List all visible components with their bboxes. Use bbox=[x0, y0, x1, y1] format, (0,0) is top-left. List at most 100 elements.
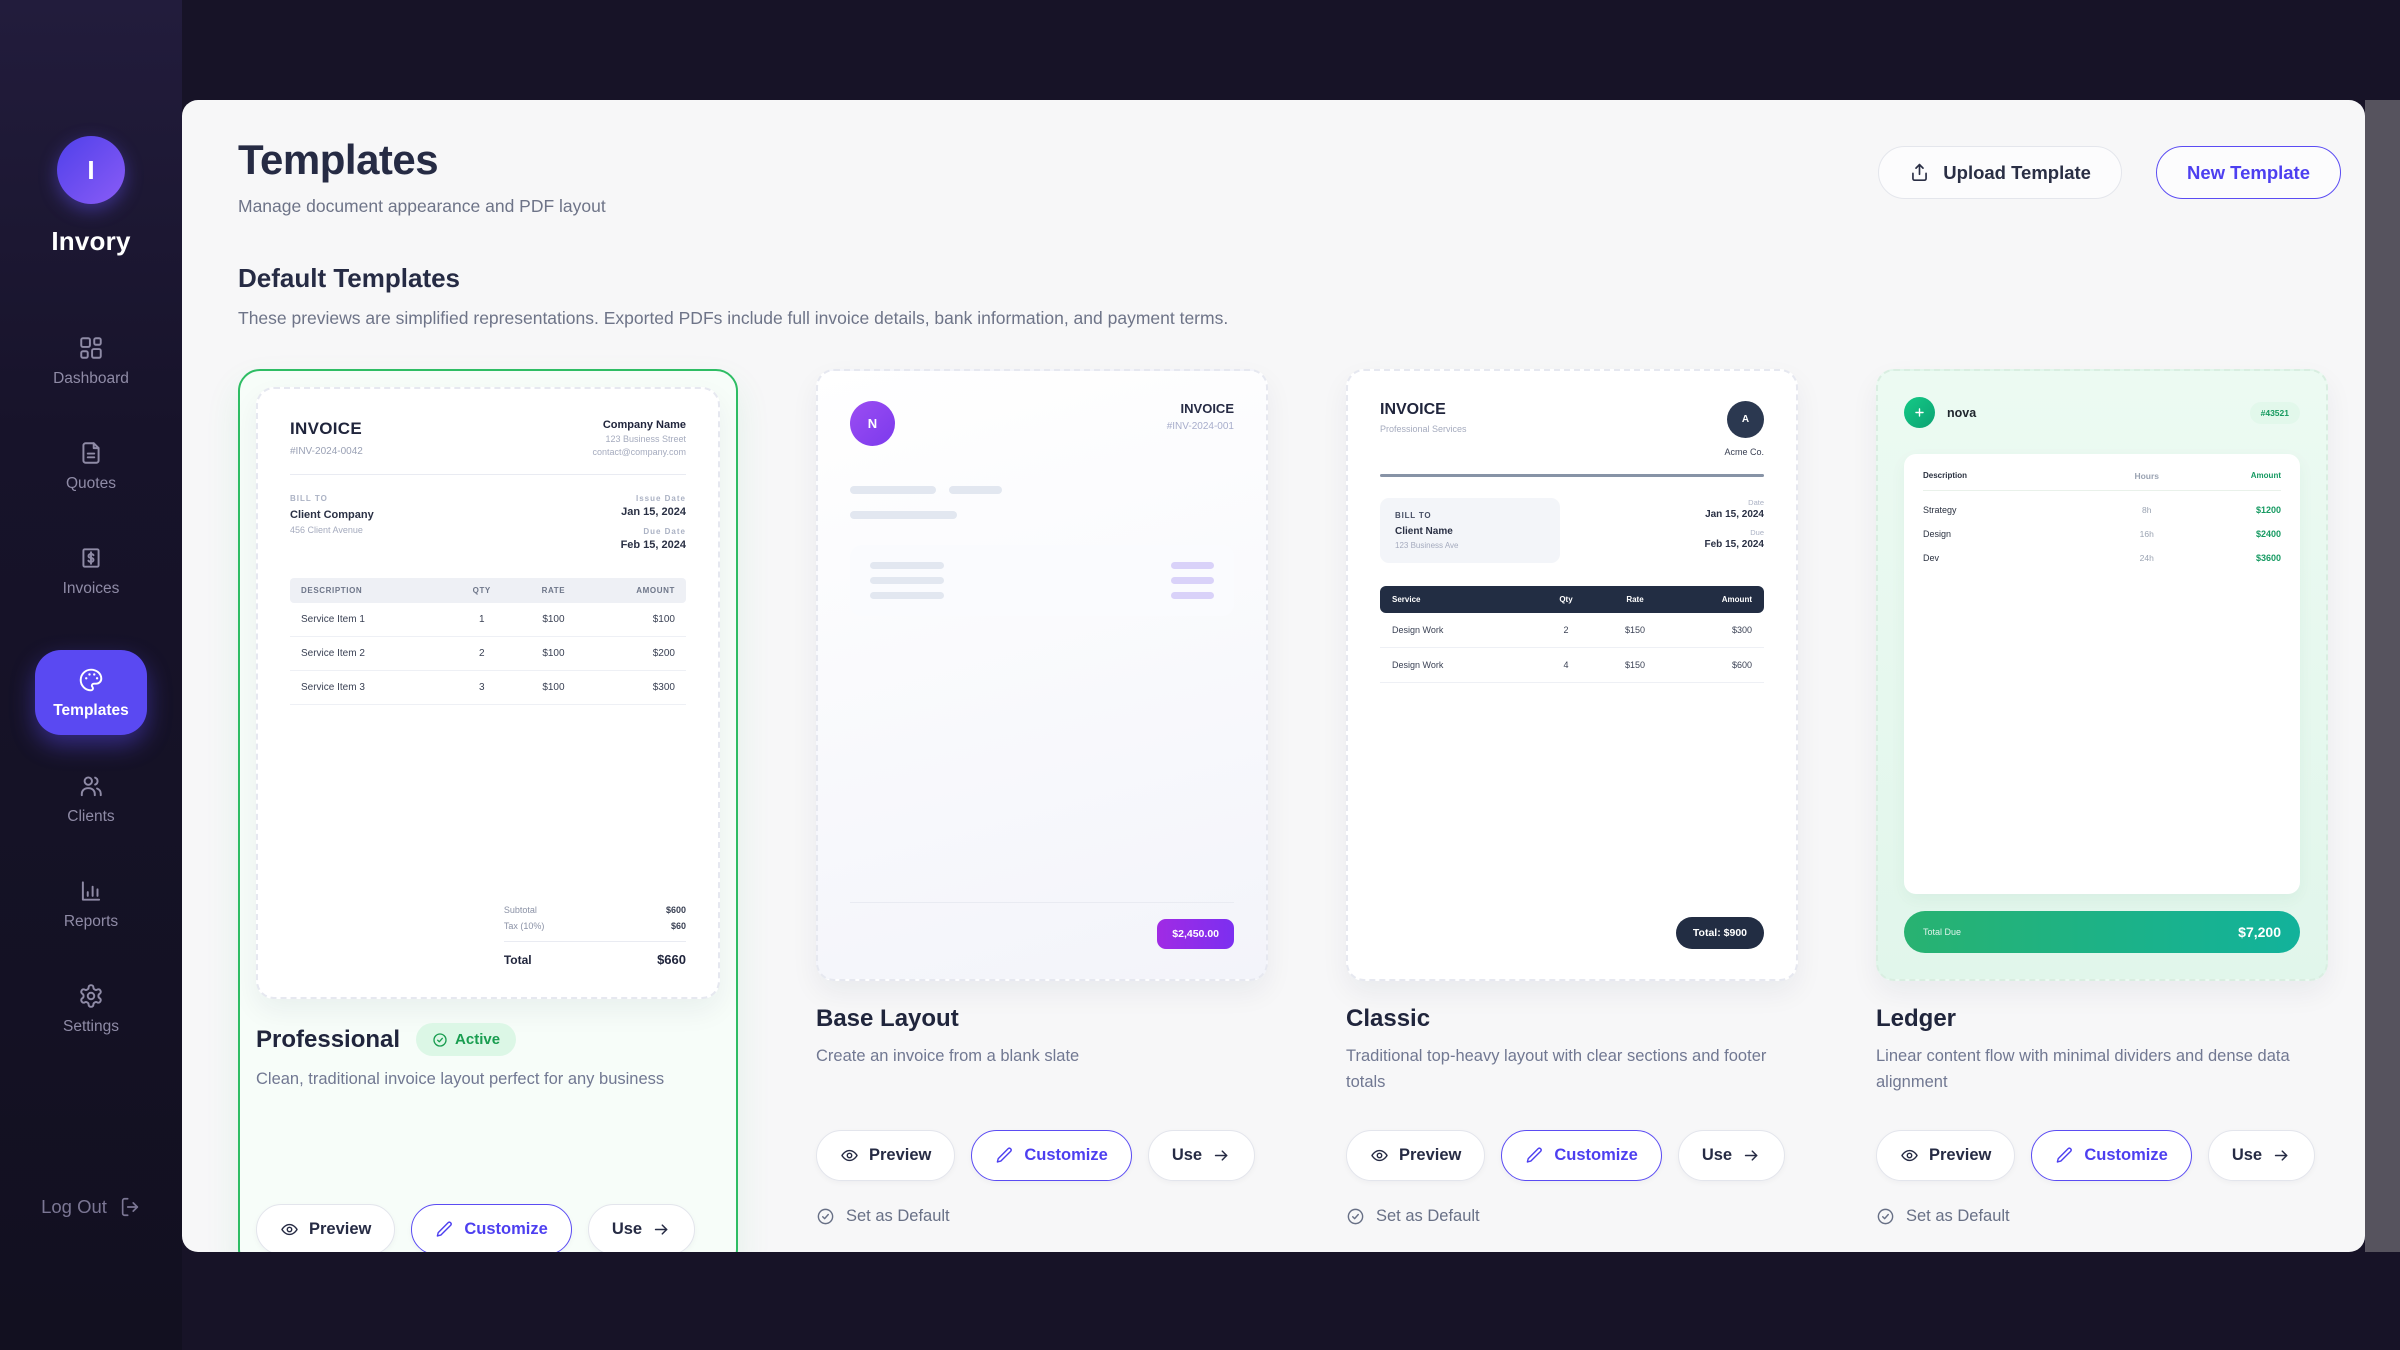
set-default-button[interactable]: Set as Default bbox=[816, 1207, 950, 1226]
sidebar-item-clients[interactable]: Clients bbox=[67, 773, 115, 826]
receipt-icon bbox=[78, 545, 104, 571]
company-email: contact@company.com bbox=[592, 447, 686, 457]
template-preview-professional[interactable]: INVOICE #INV-2024-0042 Company Name 123 … bbox=[256, 387, 720, 999]
scrollbar-track[interactable] bbox=[2365, 100, 2400, 1252]
use-button[interactable]: Use bbox=[1147, 1130, 1256, 1181]
use-button[interactable]: Use bbox=[2207, 1130, 2316, 1181]
total-badge: Total: $900 bbox=[1675, 917, 1764, 949]
skeleton-bars bbox=[850, 486, 1234, 494]
check-circle-icon bbox=[1876, 1207, 1895, 1226]
preview-button[interactable]: Preview bbox=[1876, 1130, 2016, 1181]
client-name: Client Company bbox=[290, 509, 374, 521]
invoice-table-header: Service Qty Rate Amount bbox=[1380, 585, 1764, 613]
arrow-right-icon bbox=[1212, 1146, 1231, 1165]
template-name: Ledger bbox=[1876, 1005, 1957, 1032]
sidebar-item-quotes[interactable]: Quotes bbox=[66, 440, 116, 493]
template-preview-ledger[interactable]: nova #43521 Description Hours Amount Str… bbox=[1876, 369, 2328, 981]
ledger-number-badge: #43521 bbox=[2249, 401, 2300, 424]
main-content: Templates Manage document appearance and… bbox=[182, 100, 2365, 1252]
invoice-number: #INV-2024-0042 bbox=[290, 446, 363, 457]
sidebar-item-settings[interactable]: Settings bbox=[63, 983, 119, 1036]
sidebar-item-label: Reports bbox=[63, 913, 119, 930]
customize-button[interactable]: Customize bbox=[971, 1130, 1132, 1181]
amount-badge: $2,450.00 bbox=[1157, 919, 1234, 949]
template-cards: INVOICE #INV-2024-0042 Company Name 123 … bbox=[238, 369, 2347, 1252]
use-button[interactable]: Use bbox=[1677, 1130, 1786, 1181]
app-logo: I bbox=[57, 136, 125, 204]
template-card-classic: INVOICE Professional Services A Acme Co.… bbox=[1346, 369, 1798, 1226]
skeleton-panel bbox=[850, 545, 1234, 616]
issue-date-label: Issue Date bbox=[635, 494, 686, 503]
check-circle-icon bbox=[432, 1032, 448, 1048]
pencil-icon bbox=[995, 1146, 1014, 1165]
template-card-base-layout: N INVOICE #INV-2024-001 bbox=[816, 369, 1268, 1226]
template-card-professional: INVOICE #INV-2024-0042 Company Name 123 … bbox=[238, 369, 738, 1252]
app-logo-letter: I bbox=[87, 154, 95, 185]
preview-button[interactable]: Preview bbox=[256, 1204, 396, 1252]
template-actions: Preview Customize Use bbox=[1346, 1130, 1798, 1181]
sidebar: I Invory Dashboard Quotes Invoices Templ bbox=[0, 0, 182, 1350]
due-value: Feb 15, 2024 bbox=[1704, 538, 1764, 550]
logout-button[interactable]: Log Out bbox=[41, 1196, 141, 1218]
section-description: These previews are simplified representa… bbox=[238, 308, 1229, 328]
bill-to-box: BILL TO Client Name 123 Business Ave bbox=[1380, 497, 1561, 563]
template-preview-base-layout[interactable]: N INVOICE #INV-2024-001 bbox=[816, 369, 1268, 981]
brand-name: Invory bbox=[51, 226, 131, 256]
template-description: Traditional top-heavy layout with clear … bbox=[1346, 1047, 1767, 1091]
logout-icon bbox=[119, 1196, 141, 1218]
document-icon bbox=[78, 440, 104, 466]
set-default-button[interactable]: Set as Default bbox=[1876, 1207, 2010, 1226]
gear-icon bbox=[78, 983, 104, 1009]
invoice-table-row: Design Work 2 $150 $300 bbox=[1380, 613, 1764, 648]
ledger-table-card: Description Hours Amount Strategy 8h $12… bbox=[1904, 454, 2300, 894]
invoice-table-header: DESCRIPTION QTY RATE AMOUNT bbox=[290, 578, 686, 603]
use-button[interactable]: Use bbox=[587, 1204, 696, 1252]
page-subtitle: Manage document appearance and PDF layou… bbox=[238, 196, 606, 216]
sidebar-item-invoices[interactable]: Invoices bbox=[63, 545, 119, 598]
bar-chart-icon bbox=[78, 878, 104, 904]
sidebar-item-reports[interactable]: Reports bbox=[64, 878, 118, 931]
total-due-bar: Total Due $7,200 bbox=[1904, 911, 2300, 953]
active-badge: Active bbox=[416, 1023, 517, 1056]
company-name: Acme Co. bbox=[1724, 447, 1764, 457]
new-template-button[interactable]: New Template bbox=[2155, 146, 2341, 199]
sidebar-item-templates[interactable]: Templates bbox=[35, 650, 147, 735]
customize-button[interactable]: Customize bbox=[411, 1204, 572, 1252]
customize-button[interactable]: Customize bbox=[2031, 1130, 2192, 1181]
set-default-button[interactable]: Set as Default bbox=[1346, 1207, 1480, 1226]
ledger-row: Strategy 8h $1200 bbox=[1923, 505, 2281, 515]
due-date: Feb 15, 2024 bbox=[620, 539, 686, 551]
ledger-row: Dev 24h $3600 bbox=[1923, 553, 2281, 563]
invoice-total: $660 bbox=[657, 952, 686, 967]
pencil-icon bbox=[1525, 1146, 1544, 1165]
bill-to-label: BILL TO bbox=[290, 494, 328, 503]
sidebar-item-label: Templates bbox=[53, 702, 129, 719]
eye-icon bbox=[840, 1146, 859, 1165]
arrow-right-icon bbox=[1742, 1146, 1761, 1165]
template-name: Professional bbox=[256, 1025, 401, 1053]
eye-icon bbox=[1900, 1146, 1919, 1165]
ledger-row: Design 16h $2400 bbox=[1923, 529, 2281, 539]
date-value: Jan 15, 2024 bbox=[1705, 508, 1764, 520]
section-title: Default Templates bbox=[238, 263, 461, 293]
invoice-table-row: Service Item 3 3 $100 $300 bbox=[290, 671, 686, 705]
preview-button[interactable]: Preview bbox=[1346, 1130, 1486, 1181]
company-name: Company Name bbox=[602, 419, 686, 431]
invoice-title: INVOICE bbox=[1380, 401, 1446, 418]
ledger-brand: nova bbox=[1947, 405, 1977, 420]
pencil-icon bbox=[435, 1220, 454, 1239]
sidebar-item-label: Settings bbox=[62, 1018, 119, 1035]
sidebar-nav: Dashboard Quotes Invoices Templates Clie… bbox=[35, 335, 147, 1088]
logout-label: Log Out bbox=[41, 1196, 107, 1217]
preview-button[interactable]: Preview bbox=[816, 1130, 956, 1181]
eye-icon bbox=[280, 1220, 299, 1239]
upload-template-button[interactable]: Upload Template bbox=[1878, 146, 2122, 199]
users-icon bbox=[78, 773, 104, 799]
template-preview-classic[interactable]: INVOICE Professional Services A Acme Co.… bbox=[1346, 369, 1798, 981]
customize-button[interactable]: Customize bbox=[1501, 1130, 1662, 1181]
sidebar-item-dashboard[interactable]: Dashboard bbox=[53, 335, 129, 388]
template-actions: Preview Customize Use bbox=[1876, 1130, 2328, 1181]
avatar: N bbox=[850, 401, 895, 446]
page-title: Templates bbox=[238, 136, 439, 183]
invoice-table-row: Service Item 2 2 $100 $200 bbox=[290, 637, 686, 671]
